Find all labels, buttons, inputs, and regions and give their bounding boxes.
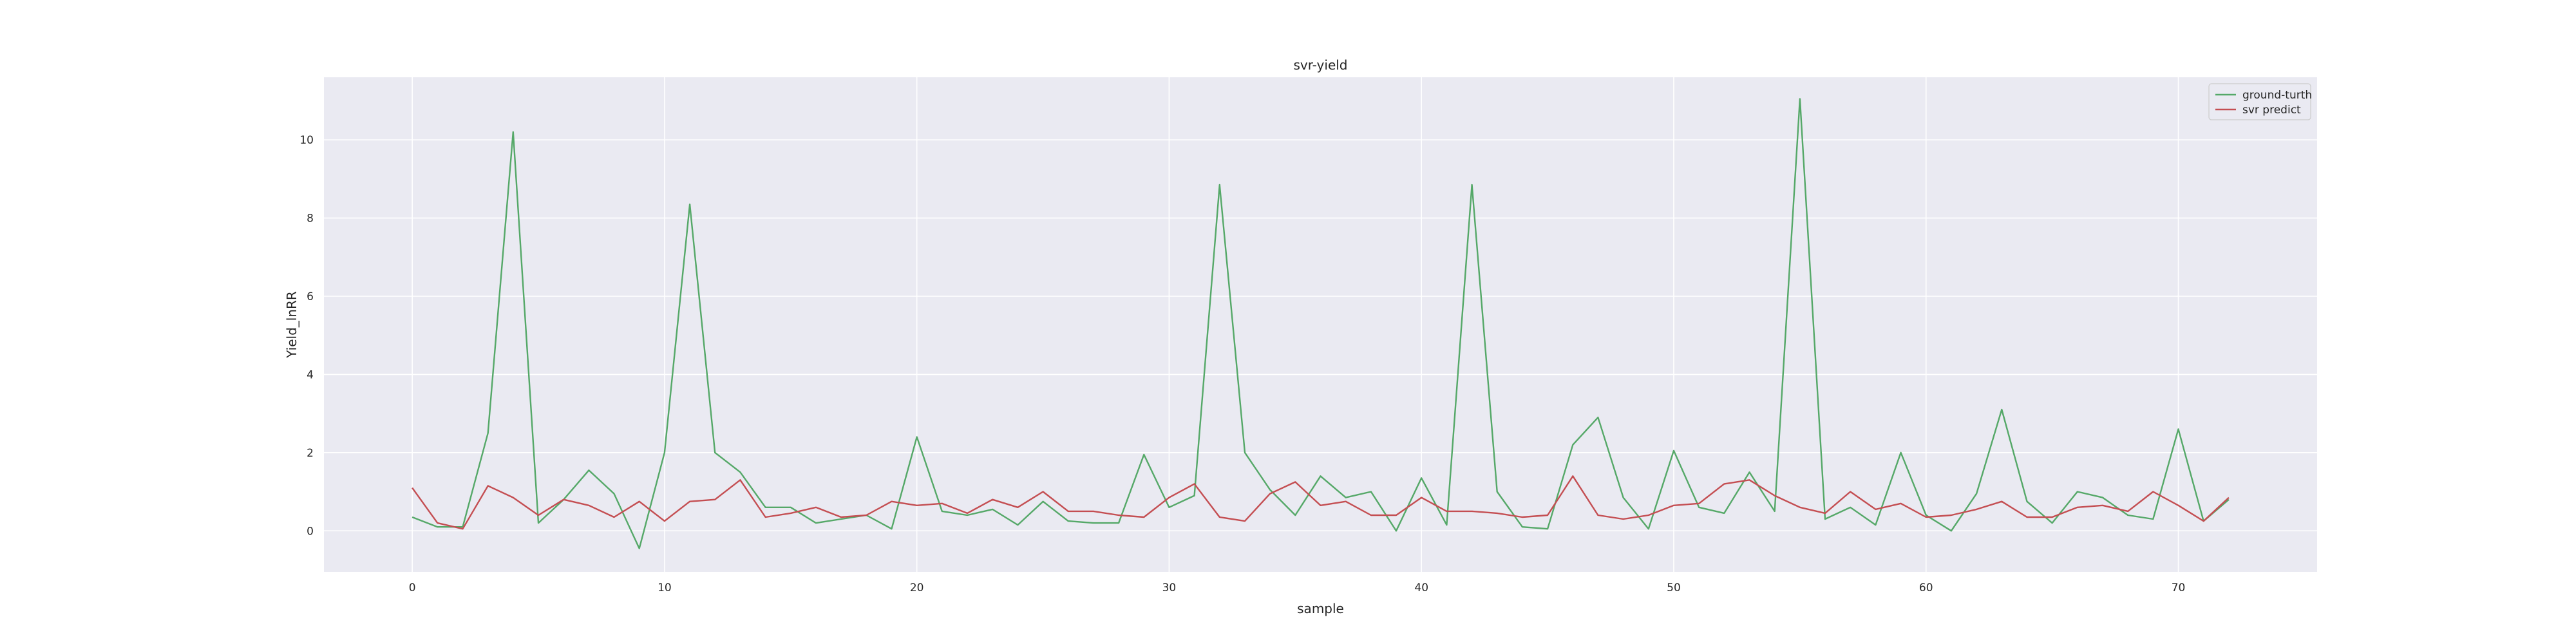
y-tick-label: 0 (307, 525, 314, 538)
tick-labels: 0 10 20 30 40 50 60 70 0 2 4 6 8 10 (299, 134, 2185, 594)
x-tick-label: 30 (1162, 582, 1177, 594)
x-tick-label: 60 (1919, 582, 1933, 594)
legend-label: svr predict (2242, 104, 2301, 117)
y-tick-label: 10 (299, 134, 314, 147)
x-tick-label: 0 (409, 582, 416, 594)
x-tick-label: 40 (1414, 582, 1428, 594)
legend: ground-turth svr predict (2208, 83, 2312, 120)
y-axis-label: Yield_lnRR (284, 291, 299, 359)
x-tick-label: 20 (910, 582, 924, 594)
x-tick-label: 70 (2172, 582, 2186, 594)
y-tick-label: 8 (307, 213, 314, 225)
plot-background (324, 77, 2317, 572)
x-tick-label: 50 (1667, 582, 1681, 594)
chart-title: svr-yield (1293, 57, 1347, 73)
legend-label: ground-turth (2242, 89, 2312, 102)
y-tick-label: 2 (307, 447, 314, 460)
series-line-svr-predict (412, 475, 2230, 530)
x-tick-label: 10 (658, 582, 672, 594)
series-line-ground-turth (412, 98, 2230, 549)
legend-box (2208, 83, 2311, 120)
x-axis-label: sample (1297, 601, 1344, 616)
y-tick-label: 4 (307, 368, 314, 381)
y-tick-label: 6 (307, 290, 314, 303)
grid (324, 77, 2317, 572)
series-layer (412, 98, 2230, 549)
